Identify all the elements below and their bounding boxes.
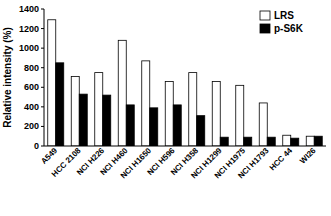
- y-tick-label: 400: [24, 102, 39, 112]
- y-tick: [41, 9, 44, 10]
- bar: [236, 85, 244, 146]
- bar: [306, 136, 314, 146]
- bar: [79, 94, 87, 146]
- bar: [71, 77, 79, 146]
- x-tick-label: NCI H1650: [119, 146, 154, 181]
- bar: [197, 116, 205, 146]
- y-tick-label: 1400: [19, 4, 39, 14]
- y-tick: [41, 126, 44, 127]
- y-tick-label: 1000: [19, 43, 39, 53]
- legend-label: p-S6K: [274, 23, 304, 34]
- bar: [314, 136, 322, 146]
- bar: [103, 95, 111, 146]
- bar: [126, 105, 134, 146]
- chart-container: 0200400600800100012001400A549HCC 2108NCI…: [0, 0, 331, 216]
- bar: [283, 135, 291, 146]
- y-axis-label: Relative intensity (%): [2, 27, 13, 128]
- bar: [173, 105, 181, 146]
- y-axis-line: [44, 9, 45, 146]
- y-tick: [41, 28, 44, 29]
- bar: [259, 103, 267, 146]
- bar: [189, 73, 197, 146]
- y-tick-label: 0: [34, 141, 39, 151]
- bar: [56, 63, 64, 146]
- bar: [212, 81, 220, 146]
- chart-svg: 0200400600800100012001400A549HCC 2108NCI…: [0, 0, 331, 216]
- x-tick-label: A549: [39, 146, 59, 166]
- bar: [95, 73, 103, 146]
- legend: LRS p-S6K: [260, 10, 304, 34]
- y-tick: [41, 106, 44, 107]
- y-tick: [41, 67, 44, 68]
- x-tick-label: NCI H1793: [236, 146, 271, 181]
- y-tick-label: 1200: [19, 24, 39, 34]
- bars: [48, 20, 323, 146]
- x-tick-label: HCC 44: [268, 146, 295, 173]
- y-tick: [41, 48, 44, 49]
- y-tick-label: 800: [24, 63, 39, 73]
- bar: [220, 137, 228, 146]
- x-tick-label: WI26: [298, 146, 318, 166]
- y-tick-label: 200: [24, 121, 39, 131]
- bar: [48, 20, 56, 146]
- legend-label: LRS: [274, 10, 294, 21]
- y-tick: [41, 87, 44, 88]
- bar: [142, 61, 150, 146]
- legend-swatch: [260, 24, 270, 33]
- bar: [244, 137, 252, 146]
- bar: [165, 81, 173, 146]
- bar: [291, 138, 299, 146]
- bar: [150, 108, 158, 146]
- y-tick: [41, 146, 44, 147]
- bar: [267, 137, 275, 146]
- bar: [118, 40, 126, 146]
- y-tick-label: 600: [24, 82, 39, 92]
- x-axis-line: [44, 146, 326, 147]
- legend-swatch: [260, 11, 270, 20]
